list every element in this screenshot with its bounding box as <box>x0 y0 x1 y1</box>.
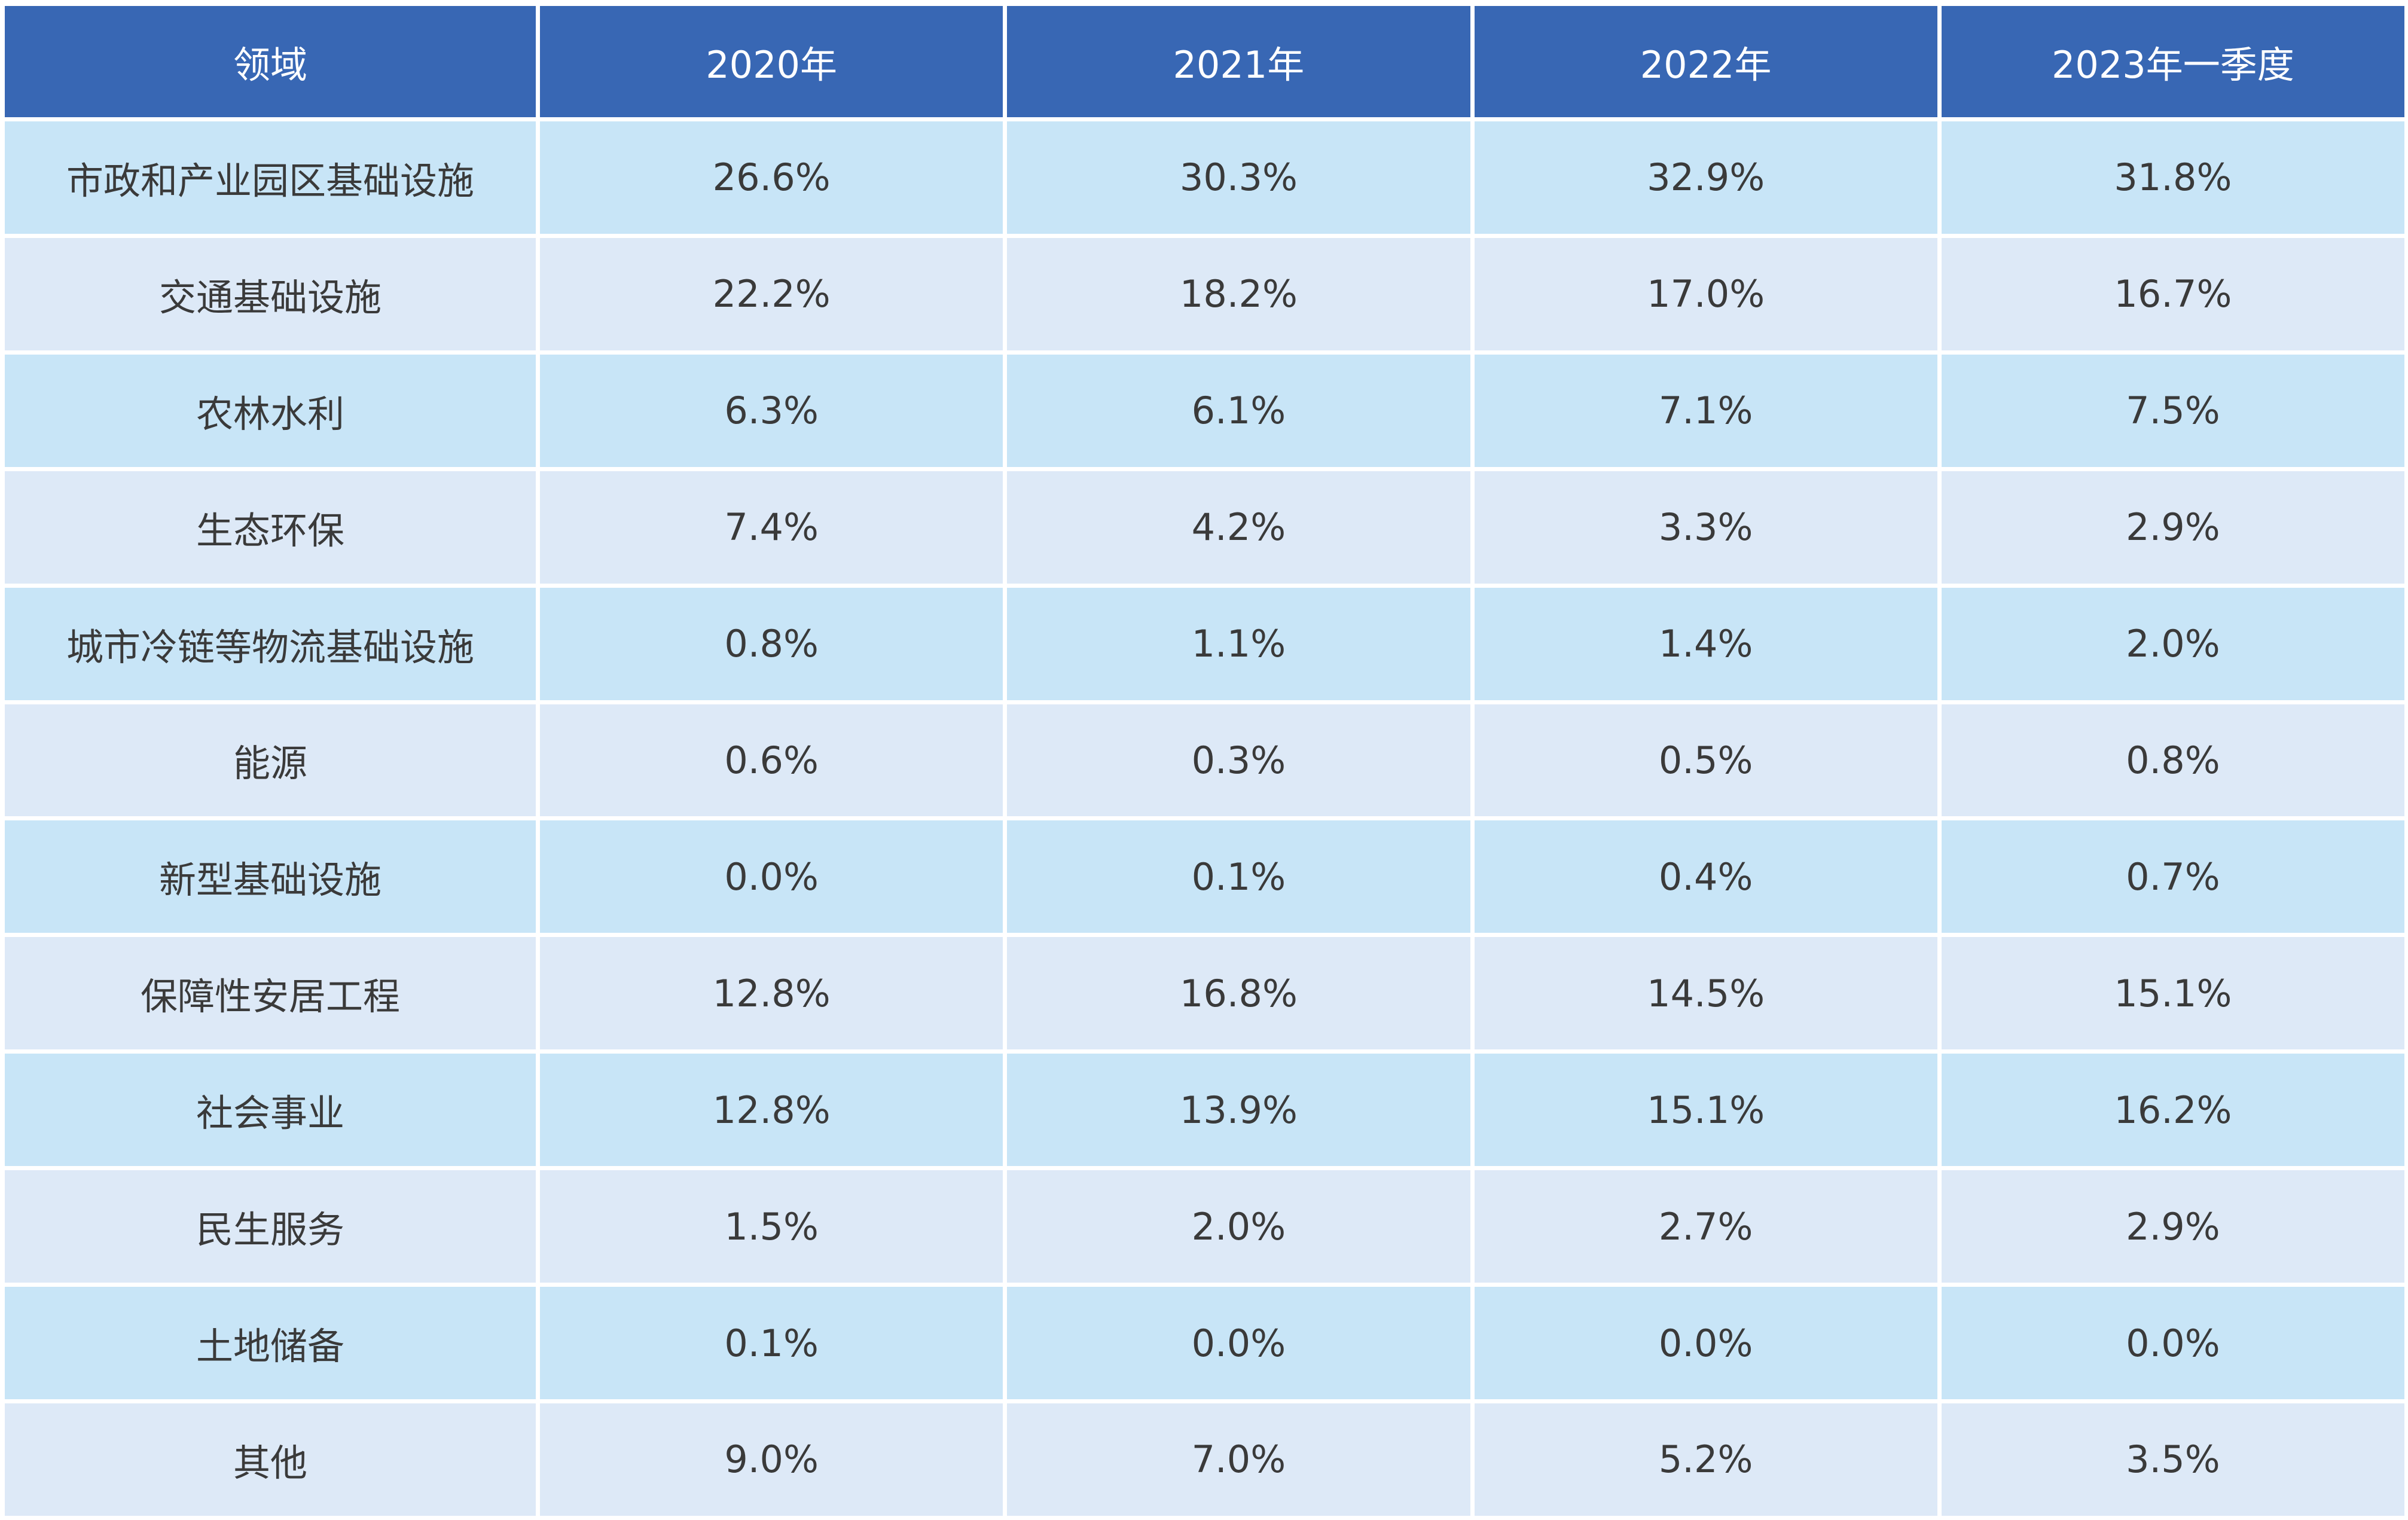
cell-2023q1: 3.5% <box>1941 1403 2404 1516</box>
cell-2022: 5.2% <box>1474 1403 1937 1516</box>
cell-2020: 26.6% <box>540 121 1003 234</box>
cell-2023q1: 16.7% <box>1941 237 2404 350</box>
cell-2022: 2.7% <box>1474 1170 1937 1283</box>
row-label: 其他 <box>5 1403 536 1516</box>
cell-2020: 12.8% <box>540 1054 1003 1167</box>
cell-2021: 7.0% <box>1007 1403 1470 1516</box>
table-row: 交通基础设施 22.2% 18.2% 17.0% 16.7% <box>5 237 2404 350</box>
cell-2022: 0.5% <box>1474 704 1937 817</box>
cell-2020: 0.8% <box>540 587 1003 700</box>
row-label: 保障性安居工程 <box>5 937 536 1050</box>
table-row: 生态环保 7.4% 4.2% 3.3% 2.9% <box>5 471 2404 584</box>
table-row: 土地储备 0.1% 0.0% 0.0% 0.0% <box>5 1287 2404 1399</box>
row-label: 市政和产业园区基础设施 <box>5 121 536 234</box>
cell-2023q1: 0.7% <box>1941 820 2404 933</box>
row-label: 生态环保 <box>5 471 536 584</box>
cell-2022: 32.9% <box>1474 121 1937 234</box>
table-header-row: 领域 2020年 2021年 2022年 2023年一季度 <box>5 6 2404 117</box>
column-header-2023q1: 2023年一季度 <box>1941 6 2404 117</box>
cell-2023q1: 2.0% <box>1941 587 2404 700</box>
row-label: 土地储备 <box>5 1287 536 1399</box>
cell-2021: 2.0% <box>1007 1170 1470 1283</box>
cell-2022: 3.3% <box>1474 471 1937 584</box>
row-label: 社会事业 <box>5 1054 536 1167</box>
cell-2020: 6.3% <box>540 354 1003 467</box>
cell-2020: 1.5% <box>540 1170 1003 1283</box>
cell-2020: 0.6% <box>540 704 1003 817</box>
column-header-2021: 2021年 <box>1007 6 1470 117</box>
cell-2021: 1.1% <box>1007 587 1470 700</box>
row-label: 民生服务 <box>5 1170 536 1283</box>
cell-2021: 13.9% <box>1007 1054 1470 1167</box>
cell-2021: 0.0% <box>1007 1287 1470 1399</box>
cell-2020: 0.1% <box>540 1287 1003 1399</box>
cell-2020: 7.4% <box>540 471 1003 584</box>
row-label: 交通基础设施 <box>5 237 536 350</box>
table-row: 城市冷链等物流基础设施 0.8% 1.1% 1.4% 2.0% <box>5 587 2404 700</box>
cell-2023q1: 7.5% <box>1941 354 2404 467</box>
cell-2023q1: 2.9% <box>1941 1170 2404 1283</box>
table-row: 能源 0.6% 0.3% 0.5% 0.8% <box>5 704 2404 817</box>
table-row: 农林水利 6.3% 6.1% 7.1% 7.5% <box>5 354 2404 467</box>
cell-2020: 9.0% <box>540 1403 1003 1516</box>
cell-2023q1: 0.0% <box>1941 1287 2404 1399</box>
cell-2020: 12.8% <box>540 937 1003 1050</box>
cell-2023q1: 16.2% <box>1941 1054 2404 1167</box>
cell-2020: 22.2% <box>540 237 1003 350</box>
row-label: 能源 <box>5 704 536 817</box>
row-label: 农林水利 <box>5 354 536 467</box>
column-header-field: 领域 <box>5 6 536 117</box>
cell-2021: 4.2% <box>1007 471 1470 584</box>
table-row: 保障性安居工程 12.8% 16.8% 14.5% 15.1% <box>5 937 2404 1050</box>
column-header-2022: 2022年 <box>1474 6 1937 117</box>
cell-2022: 17.0% <box>1474 237 1937 350</box>
cell-2022: 14.5% <box>1474 937 1937 1050</box>
cell-2023q1: 2.9% <box>1941 471 2404 584</box>
row-label: 新型基础设施 <box>5 820 536 933</box>
cell-2022: 0.4% <box>1474 820 1937 933</box>
table-row: 社会事业 12.8% 13.9% 15.1% 16.2% <box>5 1054 2404 1167</box>
cell-2022: 1.4% <box>1474 587 1937 700</box>
cell-2023q1: 0.8% <box>1941 704 2404 817</box>
row-label: 城市冷链等物流基础设施 <box>5 587 536 700</box>
cell-2022: 15.1% <box>1474 1054 1937 1167</box>
table-row: 市政和产业园区基础设施 26.6% 30.3% 32.9% 31.8% <box>5 121 2404 234</box>
cell-2020: 0.0% <box>540 820 1003 933</box>
cell-2021: 30.3% <box>1007 121 1470 234</box>
cell-2021: 18.2% <box>1007 237 1470 350</box>
cell-2021: 6.1% <box>1007 354 1470 467</box>
table-row: 民生服务 1.5% 2.0% 2.7% 2.9% <box>5 1170 2404 1283</box>
column-header-2020: 2020年 <box>540 6 1003 117</box>
cell-2022: 0.0% <box>1474 1287 1937 1399</box>
data-table-container: 领域 2020年 2021年 2022年 2023年一季度 市政和产业园区基础设… <box>5 6 2404 1516</box>
table-body: 市政和产业园区基础设施 26.6% 30.3% 32.9% 31.8% 交通基础… <box>5 121 2404 1516</box>
cell-2022: 7.1% <box>1474 354 1937 467</box>
table-row: 新型基础设施 0.0% 0.1% 0.4% 0.7% <box>5 820 2404 933</box>
cell-2023q1: 31.8% <box>1941 121 2404 234</box>
cell-2021: 0.1% <box>1007 820 1470 933</box>
table-row: 其他 9.0% 7.0% 5.2% 3.5% <box>5 1403 2404 1516</box>
cell-2021: 16.8% <box>1007 937 1470 1050</box>
cell-2023q1: 15.1% <box>1941 937 2404 1050</box>
cell-2021: 0.3% <box>1007 704 1470 817</box>
